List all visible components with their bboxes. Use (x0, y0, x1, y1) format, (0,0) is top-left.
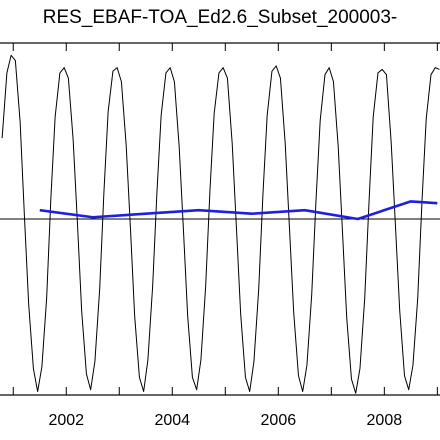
series-layer (1, 54, 440, 394)
x-axis-ticks (12, 43, 438, 395)
chart-title: RES_EBAF-TOA_Ed2.6_Subset_200003- (43, 7, 398, 28)
x-tick-label-2008: 2008 (367, 412, 403, 429)
monthly-series-line (1, 54, 440, 394)
x-tick-label-2002: 2002 (48, 412, 84, 429)
plot-area (0, 42, 440, 396)
x-tick-label-2006: 2006 (261, 412, 297, 429)
plot-frame (0, 42, 440, 396)
x-tick-label-2004: 2004 (154, 412, 190, 429)
x-axis-tick-labels: 2002 2004 2006 2008 (48, 412, 402, 429)
annual-mean-line (39, 200, 438, 221)
